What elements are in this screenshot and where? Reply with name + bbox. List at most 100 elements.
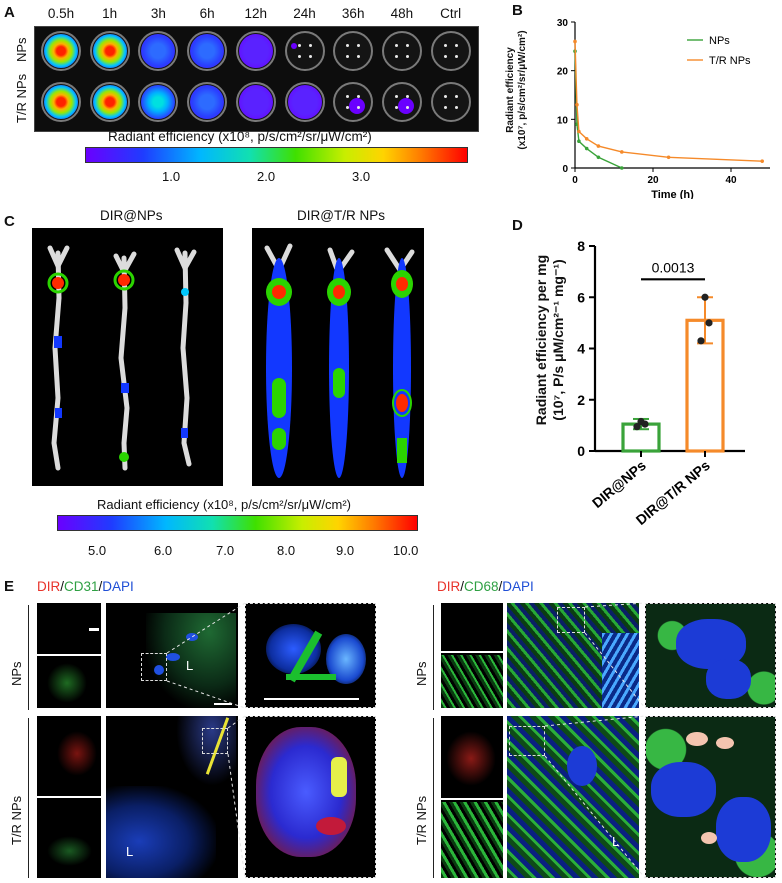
panel-c-colorbar: [57, 515, 418, 531]
panel-a-timepoint-label: 6h: [199, 6, 215, 21]
panel-b-data-point: [666, 155, 671, 160]
panel-e-left-row-label-trnps: T/R NPs: [9, 795, 24, 845]
panel-b-ylabel-line2: (x10⁷, p/s/cm²/sr/μW/cm²): [517, 30, 528, 150]
panel-b-data-point: [760, 159, 764, 163]
panel-b-series-line: [574, 51, 623, 169]
panel-a-well: [284, 31, 325, 71]
panel-b-series-line: [574, 41, 763, 162]
panel-b-data-point: [577, 129, 581, 134]
panel-a-signal: [92, 85, 127, 119]
panel-a-signal: [141, 34, 176, 68]
panel-e-left-row-bracket: [28, 718, 29, 878]
panel-a-colorbar-tick: 1.0: [162, 169, 181, 184]
stain-sep: /: [460, 579, 465, 594]
panel-a-well-reflection: [346, 95, 361, 109]
panel-a-signal: [238, 34, 273, 68]
panel-b-xlabel: Time (h): [651, 189, 694, 199]
panel-a-well: [333, 82, 374, 122]
panel-e-letter: E: [4, 578, 15, 595]
stain-dir: DIR: [437, 579, 461, 594]
panel-d-data-point: [701, 293, 709, 301]
panel-e-right-stain-legend: DIR/CD68/DAPI: [437, 579, 534, 594]
panel-a-colorbar: [85, 147, 468, 163]
panel-e-left-row-label-nps: NPs: [9, 661, 24, 686]
stain-sep: /: [98, 579, 103, 594]
panel-b-letter: B: [512, 2, 523, 19]
panel-e-cd31-nps-zoom: [245, 603, 376, 708]
panel-a-well-reflection: [443, 44, 458, 58]
panel-e-cd68-trnps-split-channels: [441, 716, 503, 878]
panel-d-category-label: DIR@NPs: [589, 457, 649, 511]
panel-a-well: [235, 82, 276, 122]
panel-e-left-row-bracket: [28, 605, 29, 710]
panel-a-well: [381, 82, 422, 122]
panel-e-cd68-nps-merge: [507, 603, 639, 708]
panel-d-data-point: [641, 420, 649, 428]
panel-e-left-stain-legend: DIR/CD31/DAPI: [37, 579, 134, 594]
panel-c-colorbar-tick: 8.0: [277, 543, 296, 558]
panel-a-well: [41, 82, 81, 122]
panel-c-colorbar-tick: 6.0: [154, 543, 173, 558]
panel-e-cd68-trnps-zoom: [645, 716, 776, 878]
panel-d-data-point: [633, 423, 641, 431]
panel-b-data-point: [584, 137, 589, 141]
panel-c-left-title: DIR@NPs: [100, 208, 163, 223]
panel-e-right-row-label-nps: NPs: [414, 661, 429, 686]
panel-b-data-point: [620, 150, 624, 154]
panel-c-colorbar-tick: 10.0: [393, 543, 419, 558]
panel-c-left-image: [32, 228, 223, 486]
panel-d-ylabel: Radiant efficiency per mg (10⁷, P/s μM/c…: [533, 225, 567, 455]
panel-a-well-reflection: [443, 95, 458, 109]
panel-b-data-point: [577, 139, 581, 144]
stain-cd68: CD68: [464, 579, 499, 594]
lumen-label: L: [186, 658, 194, 673]
panel-d-y-tick-label: 4: [577, 341, 585, 357]
lumen-label: L: [612, 834, 620, 849]
panel-a-signal: [141, 85, 176, 119]
panel-a-colorbar-tick: 2.0: [257, 169, 276, 184]
panel-a-row-label-nps: NPs: [14, 37, 29, 62]
panel-e-right-row-bracket: [433, 605, 434, 710]
panel-b-y-tick-label: 10: [557, 115, 569, 126]
stain-sep: /: [60, 579, 65, 594]
panel-b-data-point: [596, 144, 601, 148]
panel-b-y-tick-label: 20: [557, 67, 569, 78]
panel-a-signal: [290, 43, 297, 49]
panel-b-data-point: [573, 39, 577, 44]
panel-a-colorbar-tick: 3.0: [352, 169, 371, 184]
panel-a-timepoint-label: 1h: [102, 6, 118, 21]
panel-e-cd31-nps-merge: L: [106, 603, 238, 708]
panel-a-letter: A: [4, 4, 15, 21]
panel-c-colorbar-title: Radiant efficiency (x10⁸, p/s/cm²/sr/μW/…: [97, 497, 352, 512]
panel-a-well: [430, 82, 471, 122]
panel-a-signal: [190, 34, 225, 68]
panel-c-colorbar-tick: 9.0: [336, 543, 355, 558]
panel-c-right-image: [252, 228, 424, 486]
panel-a-timepoint-label: 36h: [341, 6, 365, 21]
panel-b-legend-label: T/R NPs: [709, 55, 751, 67]
panel-d-data-point: [697, 337, 705, 345]
panel-a-well: [284, 82, 325, 122]
panel-a-signal: [238, 85, 273, 119]
panel-e-cd31-trnps-zoom: [245, 716, 376, 878]
panel-d-letter: D: [512, 217, 523, 234]
panel-c-colorbar-tick: 7.0: [216, 543, 235, 558]
panel-a-well: [138, 82, 179, 122]
panel-a-timepoint-label: Ctrl: [440, 6, 462, 21]
panel-c-right-title: DIR@T/R NPs: [297, 208, 385, 223]
panel-e-cd68-nps-split-channels: [441, 603, 503, 708]
panel-a-well: [89, 31, 130, 71]
panel-a-timepoint-label: 24h: [293, 6, 316, 21]
panel-b-legend-label: NPs: [709, 35, 730, 47]
panel-a-timepoint-label: 12h: [244, 6, 268, 21]
panel-b-line-chart: 0 10 20 30 0 20 40 Time (h) NPs T/R NPs: [557, 18, 770, 199]
stain-cd31: CD31: [64, 579, 99, 594]
panel-c-letter: C: [4, 213, 15, 230]
panel-a-well: [235, 31, 276, 71]
panel-d-y-tick-label: 0: [577, 443, 585, 459]
panel-a-well: [187, 82, 228, 122]
stain-dapi: DAPI: [102, 579, 134, 594]
panel-d-y-tick-label: 8: [577, 238, 585, 254]
panel-b-y-tick-label: 30: [557, 18, 569, 29]
